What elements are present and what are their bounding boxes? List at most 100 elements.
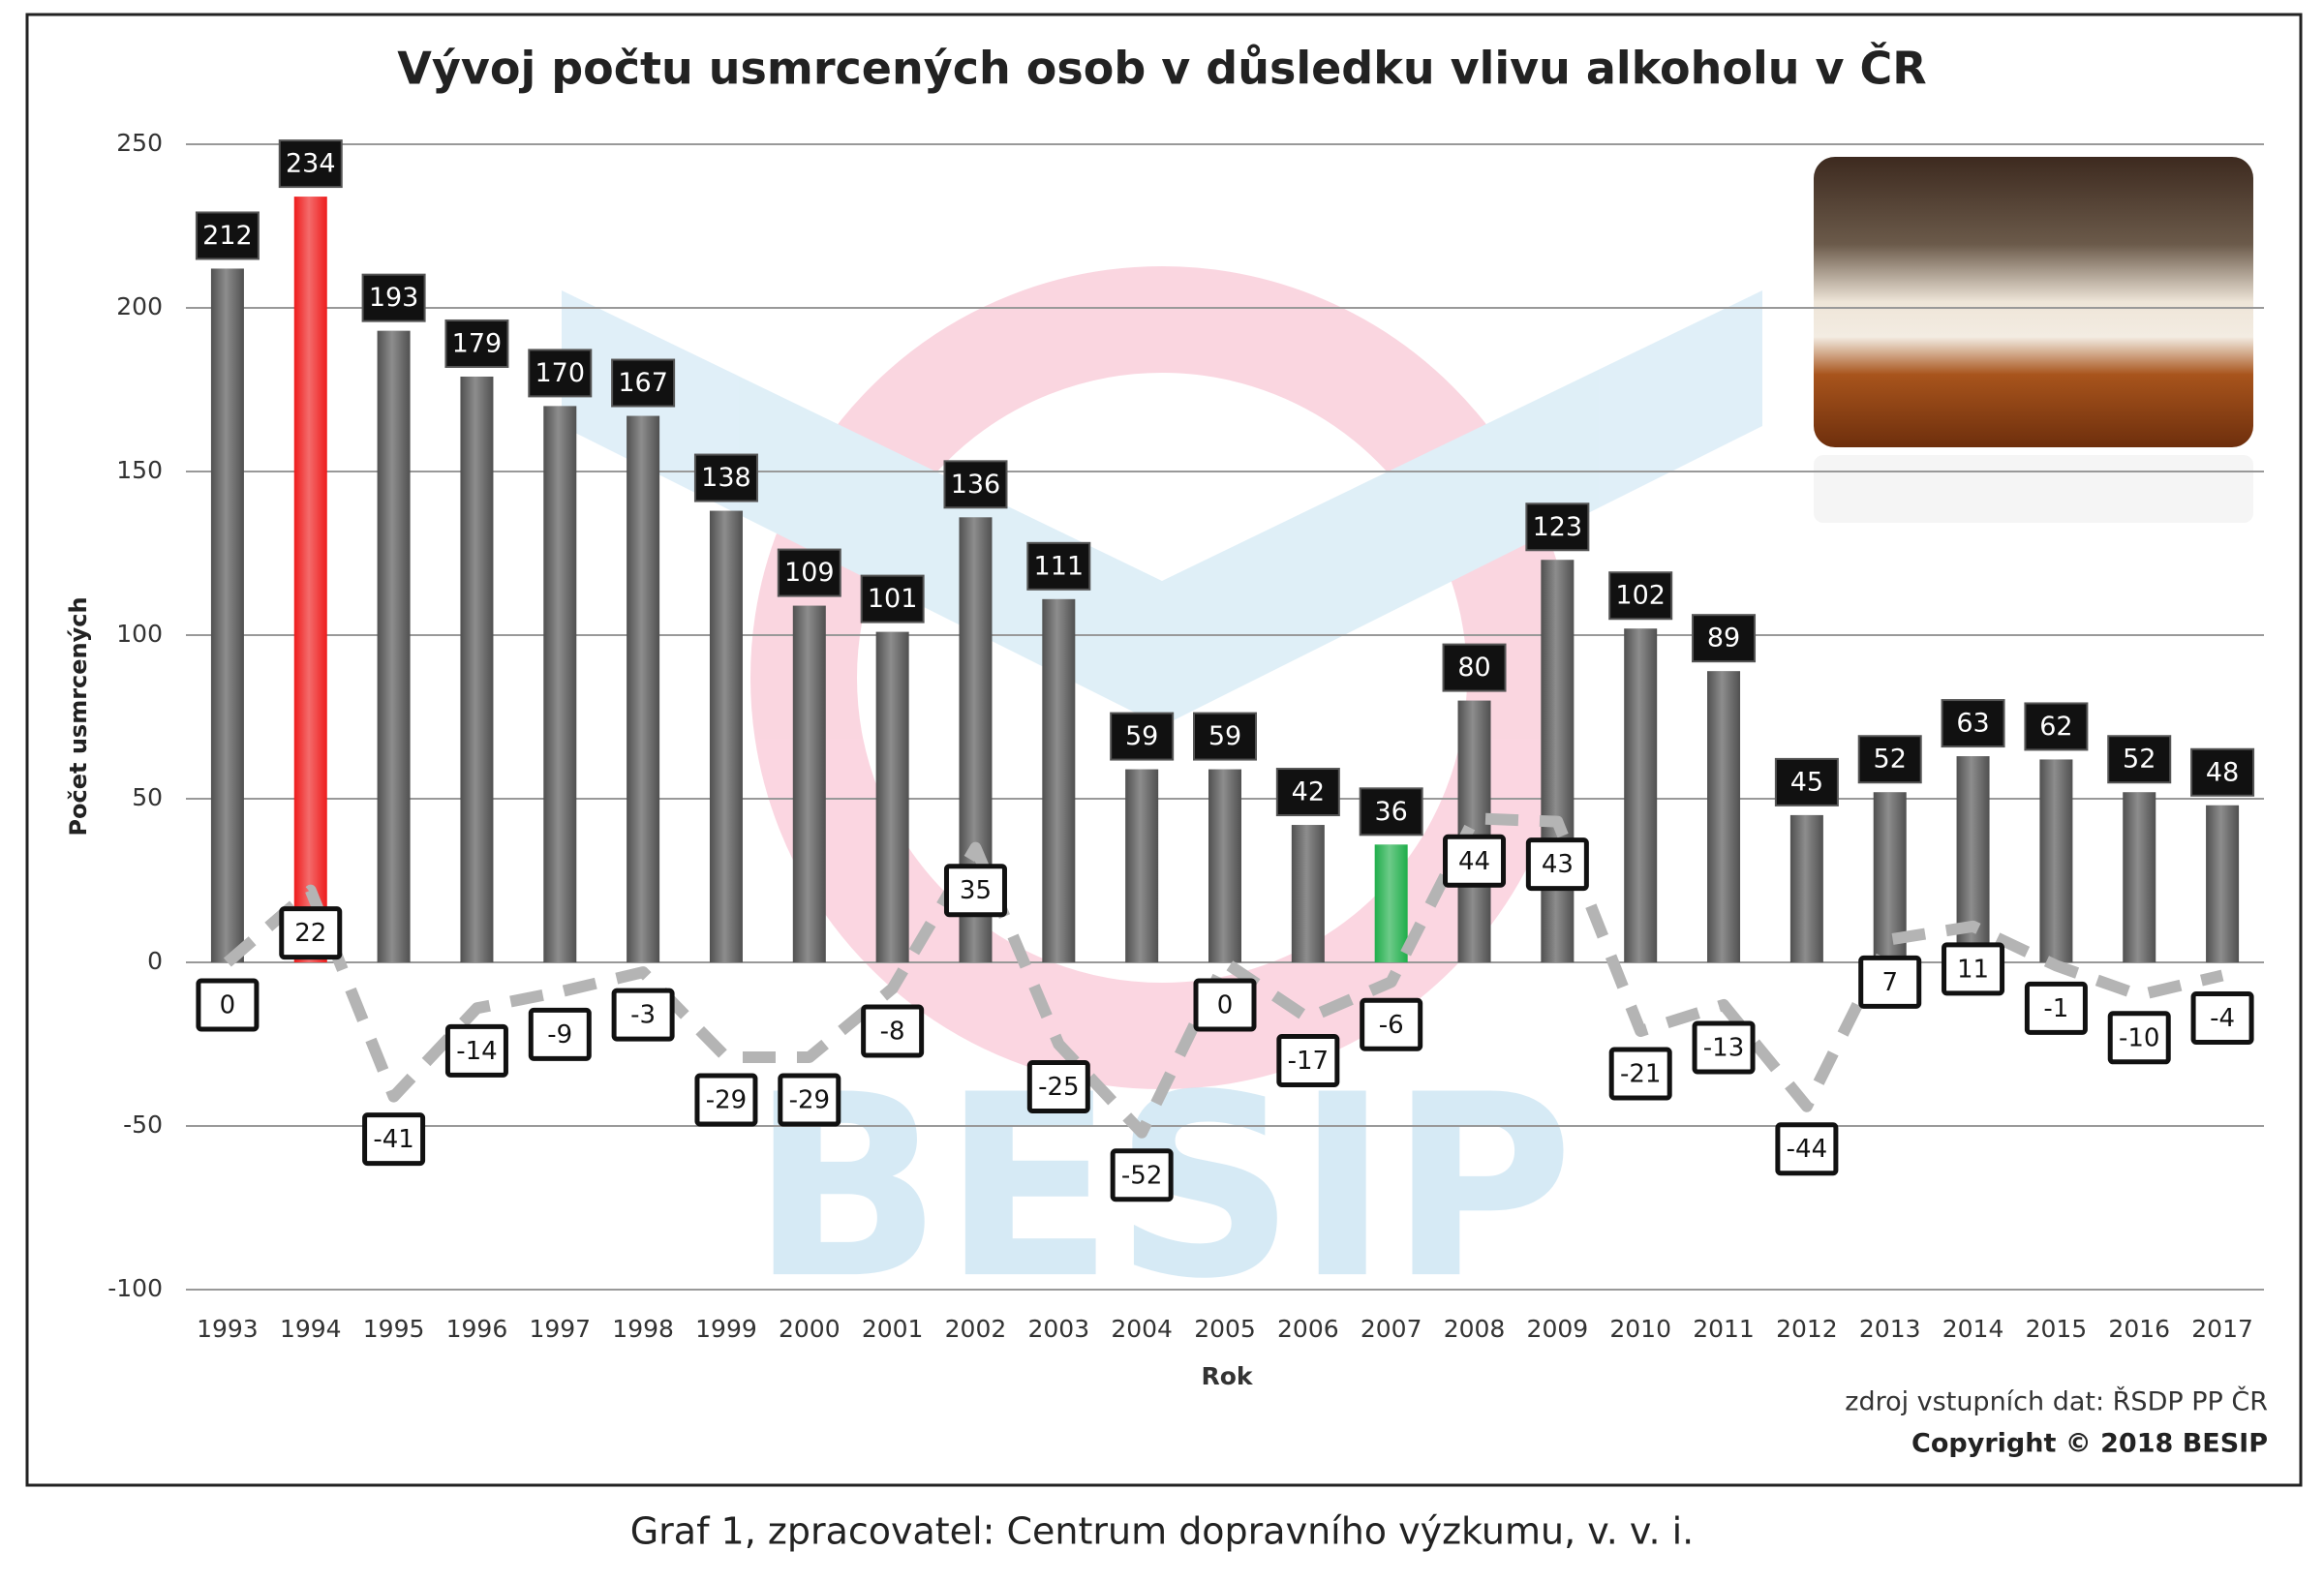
x-tick-label: 1993: [197, 1315, 259, 1343]
change-label-box: [1110, 1148, 1174, 1202]
x-tick-label: 2016: [2108, 1315, 2170, 1343]
change-label: 43: [1542, 850, 1574, 879]
change-label: -9: [547, 1020, 572, 1050]
value-label: 234: [286, 149, 336, 179]
x-tick-label: 2009: [1527, 1315, 1589, 1343]
change-label: 0: [1217, 991, 1234, 1020]
value-label-box: [1359, 787, 1423, 837]
value-label: 89: [1707, 624, 1740, 654]
y-tick-label: 0: [147, 947, 163, 975]
value-label-box: [528, 349, 593, 398]
y-tick-label: -100: [107, 1274, 163, 1302]
x-tick-label: 2012: [1776, 1315, 1838, 1343]
value-label: 36: [1375, 797, 1408, 827]
y-tick-label: 50: [132, 783, 163, 811]
value-label-box: [278, 139, 343, 189]
value-label: 52: [1874, 745, 1907, 775]
change-label: 35: [960, 876, 992, 905]
value-label: 109: [784, 558, 835, 588]
value-label-box: [1857, 735, 1922, 784]
value-label: 59: [1125, 721, 1158, 751]
bar-shine: [460, 376, 494, 963]
value-label-box: [1110, 712, 1175, 761]
change-label: -8: [880, 1018, 905, 1047]
value-label-box: [2024, 702, 2089, 751]
value-label: 52: [2123, 745, 2156, 775]
change-label-box: [943, 864, 1007, 918]
value-label-box: [2107, 735, 2172, 784]
change-label: -29: [706, 1086, 747, 1115]
change-label: -41: [373, 1125, 413, 1154]
value-label: 42: [1292, 777, 1325, 807]
change-label: -10: [2119, 1023, 2159, 1052]
value-label-box: [777, 548, 841, 597]
change-label: 44: [1458, 847, 1490, 876]
photo: [1814, 157, 2253, 523]
value-label-box: [860, 574, 925, 624]
change-label: 7: [1881, 968, 1898, 997]
bar-shine: [210, 268, 244, 962]
change-label-box: [1775, 1122, 1839, 1176]
change-label-box: [2107, 1011, 2171, 1065]
x-tick-label: 2005: [1194, 1315, 1256, 1343]
bar-shine: [1374, 844, 1408, 962]
change-label-box: [1942, 942, 2005, 996]
change-label: -44: [1787, 1135, 1827, 1164]
x-tick-label: 2008: [1444, 1315, 1506, 1343]
x-tick-label: 2013: [1859, 1315, 1921, 1343]
bar-shine: [543, 406, 577, 962]
change-label-box: [1443, 834, 1507, 888]
change-label: -4: [2210, 1004, 2235, 1033]
bar-shine: [1624, 628, 1658, 962]
change-label-box: [2190, 991, 2254, 1046]
change-label-box: [1360, 997, 1423, 1051]
bar-shine: [792, 605, 826, 962]
change-label-box: [528, 1007, 592, 1061]
value-label-box: [943, 460, 1008, 509]
x-tick-label: 1999: [695, 1315, 757, 1343]
change-label: -21: [1620, 1059, 1661, 1088]
change-label-box: [1525, 837, 1589, 892]
change-label: -3: [630, 1001, 656, 1030]
x-tick-label: 1998: [612, 1315, 674, 1343]
x-axis-title: Rok: [1201, 1362, 1253, 1390]
x-tick-label: 2015: [2026, 1315, 2088, 1343]
change-label: 11: [1957, 955, 1989, 984]
bar-shine: [709, 510, 743, 962]
x-tick-label: 2004: [1111, 1315, 1173, 1343]
change-label: -13: [1703, 1033, 1744, 1062]
y-tick-label: -50: [123, 1110, 163, 1139]
x-tick-label: 2010: [1609, 1315, 1671, 1343]
x-tick-label: 2002: [945, 1315, 1007, 1343]
value-label-box: [1193, 712, 1257, 761]
value-label-box: [1608, 571, 1673, 621]
x-tick-label: 1994: [280, 1315, 342, 1343]
value-label: 111: [1034, 551, 1085, 581]
bar-shine: [1125, 769, 1159, 962]
bar-shine: [875, 631, 909, 962]
source: zdroj vstupních dat: ŘSDP PP ČR: [1845, 1386, 2268, 1417]
value-label: 179: [452, 328, 503, 358]
bar-shine: [1707, 671, 1741, 962]
x-tick-label: 2003: [1028, 1315, 1090, 1343]
value-label: 136: [951, 470, 1001, 500]
change-label: -29: [789, 1086, 830, 1115]
change-label: -52: [1121, 1161, 1162, 1190]
value-label-box: [444, 319, 509, 368]
value-label: 80: [1457, 653, 1490, 683]
bar-shine: [1208, 769, 1241, 962]
value-label: 212: [202, 221, 253, 251]
y-tick-label: 150: [116, 456, 163, 484]
change-label-box: [611, 988, 675, 1042]
value-label-box: [195, 211, 260, 260]
value-label: 102: [1615, 581, 1666, 611]
change-label-box: [861, 1004, 925, 1058]
value-label-box: [1026, 541, 1091, 591]
x-tick-label: 2014: [1942, 1315, 2004, 1343]
value-label: 101: [868, 584, 918, 614]
change-label-box: [279, 906, 343, 960]
copyright: Copyright © 2018 BESIP: [1911, 1429, 2268, 1459]
